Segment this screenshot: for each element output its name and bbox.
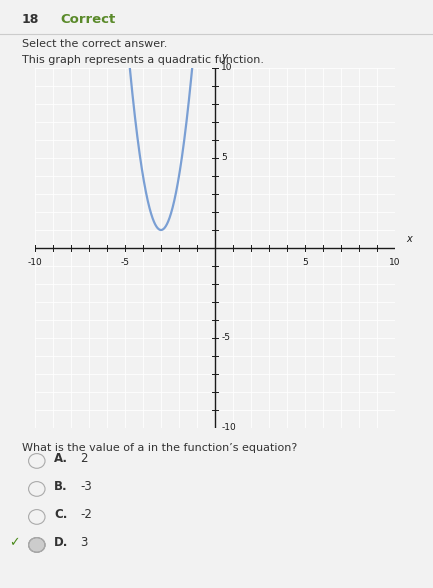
Text: 5: 5 [302, 258, 308, 267]
Text: -5: -5 [221, 333, 230, 342]
Text: What is the value of a in the function’s equation?: What is the value of a in the function’s… [22, 443, 297, 453]
Text: D.: D. [54, 536, 68, 549]
Text: A.: A. [54, 452, 68, 465]
Text: -2: -2 [80, 508, 92, 521]
Text: This graph represents a quadratic function.: This graph represents a quadratic functi… [22, 55, 264, 65]
Text: C.: C. [54, 508, 68, 521]
Text: -3: -3 [80, 480, 92, 493]
Text: Select the correct answer.: Select the correct answer. [22, 39, 167, 49]
Text: 3: 3 [80, 536, 87, 549]
Text: B.: B. [54, 480, 68, 493]
Text: -10: -10 [221, 423, 236, 433]
Text: -10: -10 [28, 258, 42, 267]
Text: 10: 10 [389, 258, 401, 267]
Text: 10: 10 [221, 64, 233, 72]
Text: Correct: Correct [61, 13, 116, 26]
Text: ✓: ✓ [9, 536, 19, 549]
Text: x: x [406, 234, 411, 244]
Text: 2: 2 [80, 452, 87, 465]
Text: 18: 18 [22, 13, 39, 26]
Text: 5: 5 [221, 153, 227, 162]
Text: y: y [221, 52, 227, 62]
Text: -5: -5 [120, 258, 129, 267]
